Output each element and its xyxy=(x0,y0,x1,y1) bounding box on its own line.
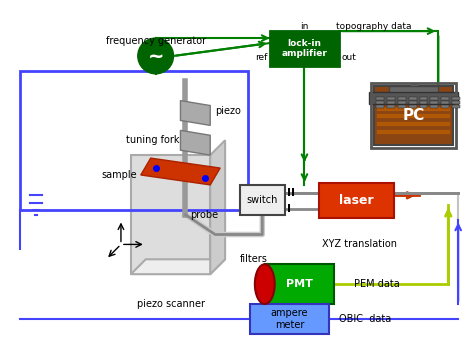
Bar xyxy=(409,97,417,100)
Bar xyxy=(441,105,449,108)
Text: I: I xyxy=(287,204,291,214)
Bar xyxy=(398,101,406,104)
Text: in: in xyxy=(300,22,309,31)
Bar xyxy=(20,71,248,210)
Bar xyxy=(369,92,458,104)
Bar xyxy=(430,97,438,100)
Text: laser: laser xyxy=(339,194,374,207)
Text: PEM data: PEM data xyxy=(354,279,400,289)
Text: out: out xyxy=(341,53,356,62)
Bar xyxy=(131,155,210,274)
Bar xyxy=(409,105,417,108)
Text: II: II xyxy=(287,188,295,198)
Text: PC: PC xyxy=(402,108,425,123)
Circle shape xyxy=(138,38,173,74)
Polygon shape xyxy=(141,158,220,185)
Text: ~: ~ xyxy=(147,47,164,66)
Text: sample: sample xyxy=(101,170,137,180)
Bar xyxy=(398,97,406,100)
Bar xyxy=(265,264,334,304)
Bar xyxy=(452,97,460,100)
Bar xyxy=(376,97,384,100)
Text: ref: ref xyxy=(255,53,268,62)
Text: piezo: piezo xyxy=(215,106,241,116)
Polygon shape xyxy=(181,130,210,155)
Bar xyxy=(441,101,449,104)
Text: piezo scanner: piezo scanner xyxy=(137,299,205,309)
Bar xyxy=(371,83,456,148)
Text: ampere
meter: ampere meter xyxy=(271,308,308,329)
Text: filters: filters xyxy=(240,254,268,264)
Text: probe: probe xyxy=(191,210,219,220)
Polygon shape xyxy=(210,140,225,274)
Ellipse shape xyxy=(255,264,275,304)
Bar xyxy=(441,97,449,100)
Polygon shape xyxy=(181,101,210,125)
Text: OBIC  data: OBIC data xyxy=(339,314,392,324)
Text: lock-in
amplifier: lock-in amplifier xyxy=(282,39,328,58)
Bar xyxy=(419,105,428,108)
Bar xyxy=(452,101,460,104)
Polygon shape xyxy=(131,259,225,274)
Bar xyxy=(419,97,428,100)
Text: topography data: topography data xyxy=(336,22,411,31)
Bar xyxy=(430,105,438,108)
Bar xyxy=(409,101,417,104)
Bar xyxy=(387,101,395,104)
Bar xyxy=(387,97,395,100)
Bar xyxy=(389,86,438,93)
Text: frequency generator: frequency generator xyxy=(106,36,206,46)
Text: PMT: PMT xyxy=(286,279,313,289)
Bar xyxy=(452,105,460,108)
Text: switch: switch xyxy=(246,195,278,205)
Text: tuning fork: tuning fork xyxy=(126,135,179,145)
Bar xyxy=(387,105,395,108)
FancyBboxPatch shape xyxy=(270,31,339,66)
Bar xyxy=(430,101,438,104)
Bar xyxy=(376,101,384,104)
Text: XYZ translation: XYZ translation xyxy=(321,239,397,249)
Bar xyxy=(419,101,428,104)
Bar xyxy=(374,86,453,145)
Bar xyxy=(376,105,384,108)
Bar xyxy=(250,304,329,334)
Bar xyxy=(319,183,394,218)
Bar xyxy=(398,105,406,108)
Bar xyxy=(240,185,284,215)
